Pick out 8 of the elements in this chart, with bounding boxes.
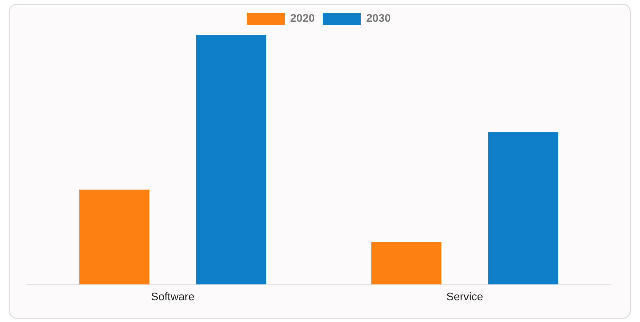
- legend-label: 2020: [290, 13, 316, 26]
- x-tick-label: Service: [446, 291, 484, 304]
- bar: [488, 132, 558, 285]
- bar: [372, 242, 442, 285]
- bar: [196, 35, 266, 285]
- legend-label: 2030: [366, 13, 391, 26]
- bar: [80, 190, 150, 285]
- x-tick-label: Software: [151, 291, 195, 304]
